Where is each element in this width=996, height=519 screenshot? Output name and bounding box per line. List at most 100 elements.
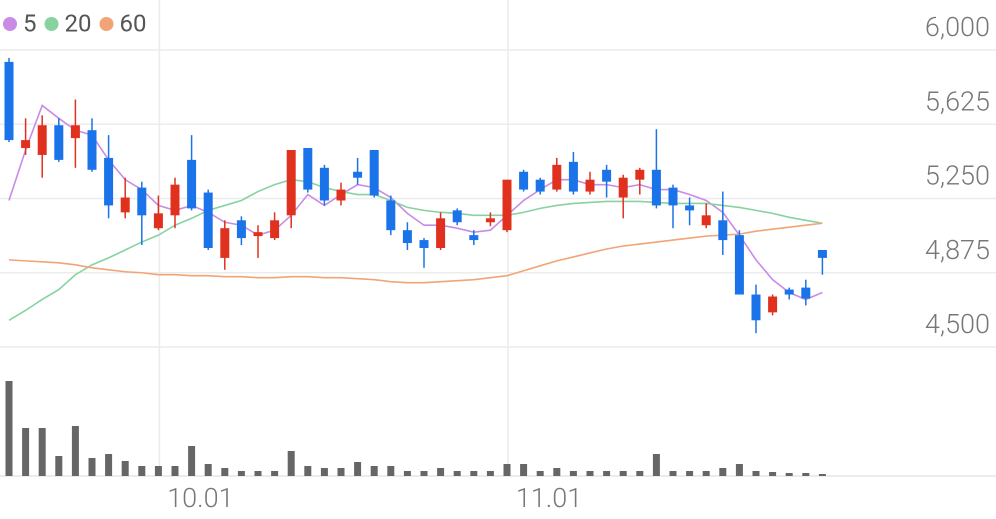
ma-line: [8, 178, 823, 321]
volume-bar: [769, 472, 777, 476]
volume-bar: [802, 473, 810, 476]
candle-body: [286, 149, 296, 216]
candle-body: [768, 296, 778, 313]
volume-bar: [719, 468, 727, 476]
volume-bar: [603, 471, 611, 476]
candle-body: [784, 289, 794, 295]
volume-bar: [121, 461, 129, 476]
volume-bar: [403, 471, 411, 476]
candle-body: [137, 187, 147, 216]
candle-body: [502, 179, 512, 231]
volume-bar: [88, 458, 96, 476]
candle-body: [519, 171, 529, 190]
volume-bar: [188, 446, 196, 476]
candle-body: [386, 200, 396, 231]
candle-body: [402, 230, 412, 244]
candle-body: [685, 205, 695, 211]
candle-body: [70, 125, 80, 139]
volume-bar: [320, 468, 328, 476]
candle-body: [253, 232, 263, 237]
candle-body: [436, 218, 446, 248]
volume-bar: [204, 464, 212, 476]
candle-body: [369, 149, 379, 196]
candle-body: [120, 197, 130, 213]
candle-body: [319, 167, 329, 201]
candle-body: [54, 125, 64, 160]
x-tick-label: 11.01: [516, 482, 582, 514]
volume-bar: [337, 468, 345, 476]
volume-bar: [420, 471, 428, 476]
volume-bar: [105, 454, 113, 476]
volume-bar: [370, 466, 378, 476]
candle-body: [4, 61, 14, 141]
volume-bar: [619, 471, 627, 476]
volume-bar: [453, 471, 461, 476]
candle-body: [303, 148, 313, 190]
volume-bar: [486, 471, 494, 476]
volume-bar: [71, 426, 79, 476]
volume-bar: [553, 468, 561, 476]
candle-body: [535, 179, 545, 192]
volume-bar: [586, 471, 594, 476]
volume-bar: [154, 466, 162, 476]
legend-marker: [99, 17, 114, 31]
volume-bar: [752, 471, 760, 476]
y-tick-label: 4,875: [925, 234, 990, 266]
candle-body: [104, 157, 114, 206]
candle-body: [37, 125, 47, 155]
candle-body: [21, 140, 31, 149]
candle-body: [585, 179, 595, 192]
candle-body: [718, 220, 728, 241]
candle-body: [469, 235, 479, 241]
candle-body: [220, 228, 230, 258]
candle-body: [701, 215, 711, 226]
volume-bar: [536, 471, 544, 476]
x-tick-label: 10.01: [167, 482, 233, 514]
volume-bar: [271, 471, 279, 476]
volume-bar: [437, 468, 445, 476]
legend-label: 5: [23, 9, 37, 37]
volume-bar: [55, 456, 63, 476]
volume-bar: [5, 381, 13, 476]
volume-bar: [470, 471, 478, 476]
volume-bar: [237, 471, 245, 476]
volume-bar: [22, 428, 30, 476]
legend-label: 20: [65, 9, 92, 37]
candle-body: [170, 184, 180, 216]
volume-bar: [702, 471, 710, 476]
legend-label: 60: [119, 9, 146, 37]
volume-bar: [171, 466, 179, 476]
candle-body: [751, 294, 761, 321]
candle-body: [618, 177, 628, 198]
volume-bar: [221, 468, 229, 476]
candle-body: [801, 287, 811, 299]
candle-body: [236, 220, 246, 239]
candle-body: [87, 130, 97, 170]
candle-body: [668, 187, 678, 206]
candle-body: [635, 169, 645, 180]
candle-body: [452, 210, 462, 223]
volume-bar: [636, 471, 644, 476]
candle-body: [651, 169, 661, 206]
volume-bar: [254, 471, 262, 476]
y-tick-label: 4,500: [925, 308, 990, 340]
volume-bar: [652, 454, 660, 476]
y-tick-label: 5,250: [925, 160, 990, 192]
volume-bar: [287, 451, 295, 476]
volume-bar: [503, 464, 511, 476]
volume-bar: [138, 466, 146, 476]
volume-bar: [38, 428, 46, 476]
candle-body: [817, 249, 827, 258]
volume-bar: [686, 471, 694, 476]
candle-body: [203, 192, 213, 248]
volume-bar: [785, 473, 793, 476]
candle-body: [187, 159, 197, 209]
candle-body: [485, 218, 495, 223]
legend-marker: [44, 17, 59, 31]
y-tick-label: 6,000: [925, 11, 990, 43]
volume-bar: [520, 464, 528, 476]
volume-bar: [569, 471, 577, 476]
volume-bar: [354, 462, 362, 476]
volume-bar: [387, 466, 395, 476]
